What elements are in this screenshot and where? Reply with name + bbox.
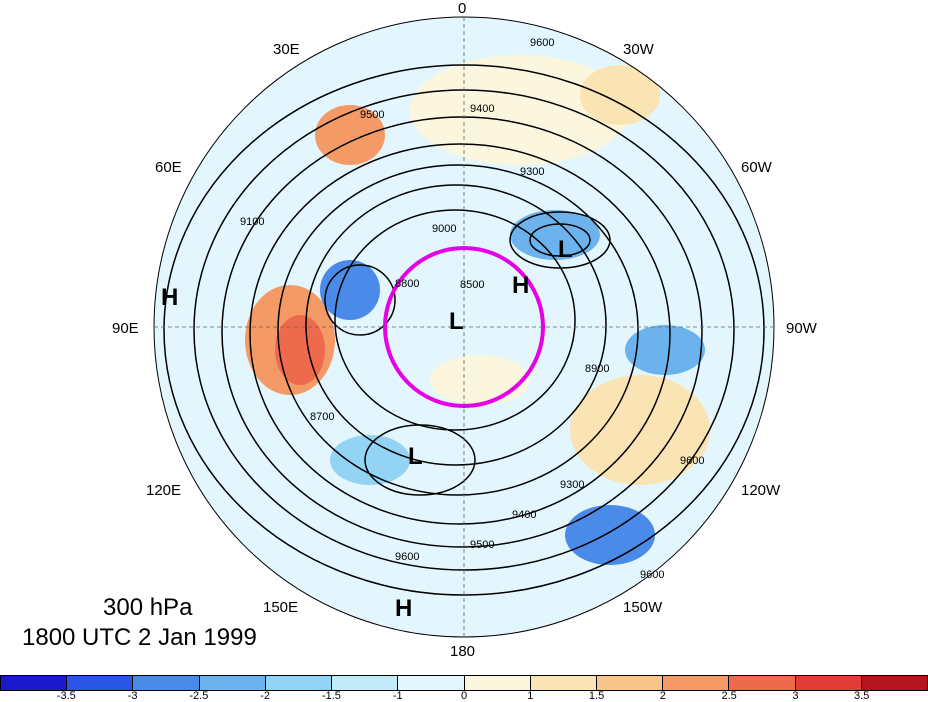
longitude-label-90e: 90E xyxy=(112,320,139,337)
colorbar-swatch xyxy=(596,676,664,690)
colorbar-swatch xyxy=(265,676,333,690)
longitude-label-30e: 30E xyxy=(273,41,300,58)
longitude-label-150w: 150W xyxy=(623,599,663,616)
colorbar-tick-label: -2.5 xyxy=(189,690,209,702)
contour-label: 9600 xyxy=(640,569,664,581)
colorbar-swatch xyxy=(663,676,730,690)
colorbar-tick-label: 1.5 xyxy=(588,690,605,702)
contour-label: 9300 xyxy=(520,166,544,178)
colorbar-swatch xyxy=(67,676,134,690)
colorbar-tick-label: -1 xyxy=(392,690,403,702)
contour-label: 9600 xyxy=(395,551,419,563)
valid-time-label: 1800 UTC 2 Jan 1999 xyxy=(22,624,257,651)
pressure-level-label: 300 hPa xyxy=(103,594,193,621)
longitude-label-120e: 120E xyxy=(146,482,182,499)
longitude-label-60w: 60W xyxy=(741,159,772,176)
colorbar-swatch xyxy=(795,676,862,690)
colorbar-swatch xyxy=(398,676,465,690)
colorbar xyxy=(0,675,928,691)
longitude-label-180: 180 xyxy=(450,643,476,660)
colorbar-tick-label: -2 xyxy=(260,690,271,702)
colorbar-tick-label: 2.5 xyxy=(721,690,737,702)
colorbar-swatch xyxy=(729,676,796,690)
contour-label: 9000 xyxy=(432,223,456,235)
colorbar-swatch xyxy=(1,676,68,690)
low-center-marker: L xyxy=(408,443,423,470)
contour-label: 9500 xyxy=(470,539,494,551)
longitude-label-0: 0 xyxy=(458,0,467,17)
contour-label: 8500 xyxy=(460,279,484,291)
contour-label: 9600 xyxy=(530,37,554,49)
longitude-label-60e: 60E xyxy=(155,159,182,176)
colorbar-swatch xyxy=(861,676,928,690)
contour-label: 9100 xyxy=(240,216,264,228)
polar-map: 9600 9500 9400 9300 9100 9000 8800 8500 8900 8700… xyxy=(153,16,775,638)
colorbar-swatch xyxy=(464,676,531,690)
longitude-label-90w: 90W xyxy=(786,320,817,337)
contour-label: 8900 xyxy=(585,363,609,375)
colorbar-swatch xyxy=(133,676,200,690)
colorbar-tick-label: -1.5 xyxy=(321,690,341,702)
colorbar-swatch xyxy=(332,676,399,690)
contour-label: 9400 xyxy=(512,509,536,521)
longitude-label-30w: 30W xyxy=(623,41,654,58)
contour-label: 9300 xyxy=(560,479,584,491)
colorbar-tick-label: 3.5 xyxy=(854,690,870,702)
high-center-marker: H xyxy=(512,272,530,299)
contour-label: 9500 xyxy=(360,109,384,121)
longitude-label-150e: 150E xyxy=(263,599,299,616)
colorbar-tick-label: 3 xyxy=(792,690,799,702)
colorbar-swatch xyxy=(530,676,597,690)
low-center-marker: L xyxy=(558,236,573,263)
contour-label: 8700 xyxy=(310,411,334,423)
contour-label: 8800 xyxy=(395,278,419,290)
low-center-marker: L xyxy=(449,308,464,335)
high-center-marker: H xyxy=(161,284,179,311)
colorbar-tick-label: 2 xyxy=(659,690,666,702)
colorbar-tick-label: 1 xyxy=(527,690,534,702)
longitude-label-120w: 120W xyxy=(741,482,781,499)
colorbar-tick-label: -3 xyxy=(127,690,138,702)
contour-label: 9400 xyxy=(470,103,494,115)
high-center-marker: H xyxy=(395,595,413,622)
colorbar-swatch xyxy=(199,676,266,690)
colorbar-tick-label: -3.5 xyxy=(56,690,76,702)
graticule xyxy=(154,17,774,637)
contour-label: 9600 xyxy=(680,455,704,467)
colorbar-tick-label: 0 xyxy=(460,690,468,702)
